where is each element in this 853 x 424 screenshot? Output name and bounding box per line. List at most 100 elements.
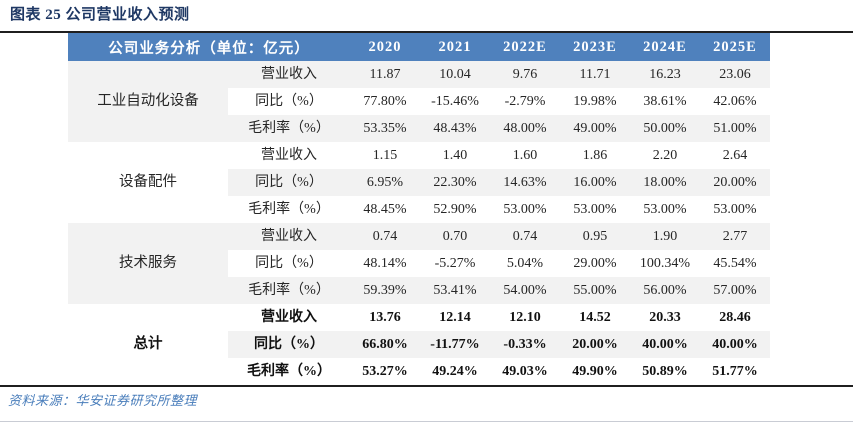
cell-value: 57.00% <box>700 277 770 304</box>
group-label-equipment-parts: 设备配件 <box>68 142 228 223</box>
cell-value: 40.00% <box>630 331 700 358</box>
cell-value: 13.76 <box>369 310 401 325</box>
cell-value: 2.20 <box>652 148 678 163</box>
cell-value: 55.00% <box>560 277 630 304</box>
cell-value: 54.00% <box>490 277 560 304</box>
metric-label: 毛利率（%） <box>228 277 350 304</box>
cell-value: 20.33 <box>649 310 681 325</box>
cell-value: 20.00% <box>560 331 630 358</box>
cell-value: 53.00% <box>643 202 687 217</box>
cell-value: -5.27% <box>434 256 476 271</box>
metric-label: 同比（%） <box>228 169 350 196</box>
bottom-hairline <box>0 421 853 422</box>
cell-value: 16.00% <box>560 169 630 196</box>
cell-value: 53.00% <box>573 202 617 217</box>
cell-value: 51.00% <box>700 115 770 142</box>
metric-label: 同比（%） <box>228 331 350 358</box>
cell-value: 1.90 <box>630 223 700 250</box>
cell-value: 77.80% <box>363 94 407 109</box>
cell-value: 28.46 <box>719 310 751 325</box>
table-row: 同比（%） 48.14% -5.27% 5.04% 29.00% 100.34%… <box>68 250 770 277</box>
cell-value: 22.30% <box>420 169 490 196</box>
cell-value: 48.45% <box>363 202 407 217</box>
source-note: 资料来源：华安证券研究所整理 <box>8 393 198 408</box>
table-header-year-2025e: 2025E <box>700 33 770 61</box>
table-row: 毛利率（%） 48.45% 52.90% 53.00% 53.00% 53.00… <box>68 196 770 223</box>
table-row: 设备配件 营业收入 1.15 1.40 1.60 1.86 2.20 2.64 <box>68 142 770 223</box>
cell-value: 11.87 <box>350 61 420 88</box>
cell-value: 50.89% <box>642 364 688 379</box>
cell-value: 49.03% <box>502 364 548 379</box>
cell-value: 11.71 <box>560 61 630 88</box>
table-row: 毛利率（%） 59.39% 53.41% 54.00% 55.00% 56.00… <box>68 277 770 304</box>
table-row-total: 同比（%） 66.80% -11.77% -0.33% 20.00% 40.00… <box>68 331 770 358</box>
cell-value: 56.00% <box>630 277 700 304</box>
group-label-total: 总计 <box>68 304 228 385</box>
metric-label: 同比（%） <box>255 94 323 109</box>
cell-value: 49.90% <box>572 364 618 379</box>
table-row-total: 毛利率（%） 53.27% 49.24% 49.03% 49.90% 50.89… <box>68 358 770 385</box>
cell-value: 1.86 <box>582 148 608 163</box>
cell-value: 29.00% <box>573 256 617 271</box>
cell-value: 100.34% <box>639 256 691 271</box>
cell-value: 49.24% <box>432 364 478 379</box>
cell-value: 9.76 <box>490 61 560 88</box>
cell-value: 12.14 <box>439 310 471 325</box>
cell-value: 53.35% <box>350 115 420 142</box>
cell-value: -11.77% <box>420 331 490 358</box>
metric-label: 营业收入 <box>261 310 317 325</box>
top-rule <box>0 31 853 33</box>
table-header-row: 公司业务分析（单位：亿元） 2020 2021 2022E 2023E 2024… <box>68 33 770 61</box>
cell-value: 1.15 <box>372 148 398 163</box>
cell-value: -2.79% <box>504 94 546 109</box>
figure-title: 图表 25 公司营业收入预测 <box>10 7 190 23</box>
cell-value: 66.80% <box>350 331 420 358</box>
cell-value: 0.74 <box>350 223 420 250</box>
metric-label: 毛利率（%） <box>247 364 331 379</box>
cell-value: 6.95% <box>350 169 420 196</box>
cell-value: 18.00% <box>630 169 700 196</box>
cell-value: 23.06 <box>700 61 770 88</box>
cell-value: 45.54% <box>713 256 757 271</box>
cell-value: 48.00% <box>490 115 560 142</box>
cell-value: 53.00% <box>713 202 757 217</box>
cell-value: 5.04% <box>506 256 544 271</box>
cell-value: 20.00% <box>700 169 770 196</box>
revenue-forecast-table: 公司业务分析（单位：亿元） 2020 2021 2022E 2023E 2024… <box>68 33 770 385</box>
cell-value: 1.60 <box>512 148 538 163</box>
cell-value: -15.46% <box>431 94 479 109</box>
cell-value: 12.10 <box>509 310 541 325</box>
table-header-year-2022e: 2022E <box>490 33 560 61</box>
cell-value: 10.04 <box>420 61 490 88</box>
cell-value: 38.61% <box>643 94 687 109</box>
cell-value: 50.00% <box>630 115 700 142</box>
cell-value: 14.63% <box>490 169 560 196</box>
cell-value: -0.33% <box>490 331 560 358</box>
cell-value: 53.41% <box>420 277 490 304</box>
cell-value: 2.77 <box>700 223 770 250</box>
group-label-industrial-automation: 工业自动化设备 <box>68 61 228 142</box>
table-row: 毛利率（%） 53.35% 48.43% 48.00% 49.00% 50.00… <box>68 115 770 142</box>
metric-label: 毛利率（%） <box>228 115 350 142</box>
table-header-label: 公司业务分析（单位：亿元） <box>68 33 350 61</box>
metric-label: 营业收入 <box>261 148 317 163</box>
bottom-rule <box>0 385 853 387</box>
cell-value: 0.74 <box>490 223 560 250</box>
cell-value: 19.98% <box>573 94 617 109</box>
metric-label: 营业收入 <box>228 223 350 250</box>
metric-label: 同比（%） <box>255 256 323 271</box>
table-container: 公司业务分析（单位：亿元） 2020 2021 2022E 2023E 2024… <box>68 33 770 385</box>
table-row: 同比（%） 77.80% -15.46% -2.79% 19.98% 38.61… <box>68 88 770 115</box>
cell-value: 2.64 <box>722 148 748 163</box>
cell-value: 1.40 <box>442 148 468 163</box>
table-header-year-2020: 2020 <box>350 33 420 61</box>
table-header-year-2024e: 2024E <box>630 33 700 61</box>
table-header-year-2021: 2021 <box>420 33 490 61</box>
cell-value: 53.27% <box>362 364 408 379</box>
cell-value: 0.70 <box>420 223 490 250</box>
table-header-year-2023e: 2023E <box>560 33 630 61</box>
cell-value: 51.77% <box>712 364 758 379</box>
cell-value: 48.43% <box>420 115 490 142</box>
cell-value: 14.52 <box>579 310 611 325</box>
